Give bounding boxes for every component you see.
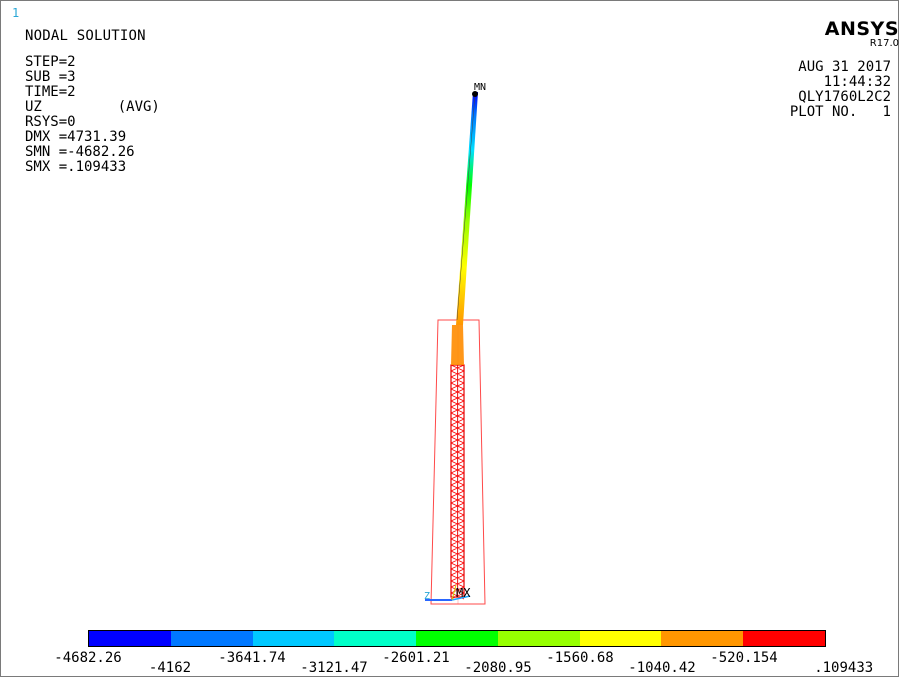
max-marker: MX	[456, 586, 471, 600]
plot-meta: AUG 31 2017 11:44:32 QLY1760L2C2 PLOT NO…	[790, 60, 891, 120]
window-number: 1	[12, 6, 20, 20]
brand-release: R17.0	[869, 38, 899, 49]
legend-segment	[89, 631, 171, 646]
deformed-mast	[456, 92, 478, 325]
param-smx: SMX =.109433	[25, 159, 127, 175]
legend-segment	[743, 631, 826, 646]
legend-segment	[497, 631, 580, 646]
contour-legend-bar	[88, 630, 826, 647]
meta-plot-no: PLOT NO. 1	[789, 104, 891, 120]
plot-title: NODAL SOLUTION	[25, 28, 146, 44]
legend-segment	[579, 631, 662, 646]
mx-label: MX	[456, 586, 471, 600]
meta-date: AUG 31 2017	[798, 59, 891, 75]
param-rsys: RSYS=0	[25, 114, 76, 130]
param-uz: UZ (AVG)	[25, 99, 160, 115]
meta-time: 11:44:32	[823, 74, 891, 90]
legend-segment	[661, 631, 744, 646]
min-marker: MN	[472, 82, 486, 97]
legend-segment	[334, 631, 417, 646]
tower-section	[450, 325, 465, 600]
brand-name: ANSYS	[824, 18, 899, 40]
ansys-logo: ANSYS R17.0	[825, 18, 899, 49]
mn-label: MN	[474, 82, 486, 93]
axis-z-label: Z	[424, 591, 430, 602]
param-dmx: DMX =4731.39	[25, 129, 127, 145]
param-time: TIME=2	[25, 84, 76, 100]
legend-segment	[170, 631, 253, 646]
param-step: STEP=2	[25, 54, 76, 70]
legend-segment	[416, 631, 498, 646]
legend-segment	[252, 631, 335, 646]
param-smn: SMN =-4682.26	[25, 144, 135, 160]
meta-jobname: QLY1760L2C2	[798, 89, 891, 105]
param-sub: SUB =3	[25, 69, 76, 85]
base-coordinate-triad	[425, 584, 471, 601]
solution-parameters: STEP=2 SUB =3 TIME=2 UZ (AVG) RSYS=0 DMX…	[25, 55, 160, 175]
